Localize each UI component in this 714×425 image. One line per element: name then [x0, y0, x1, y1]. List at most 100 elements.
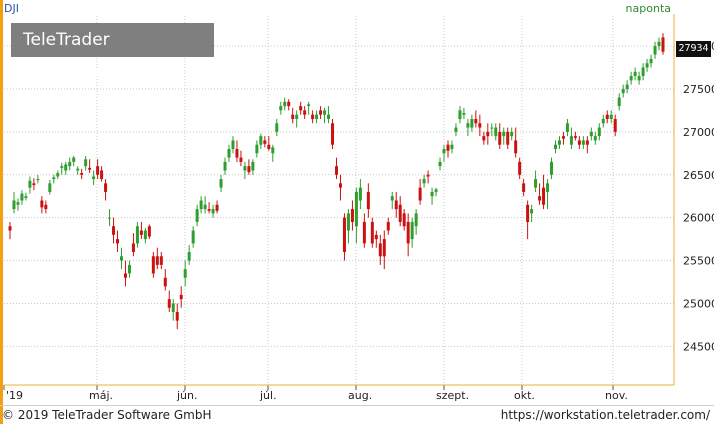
candle-body — [80, 173, 84, 175]
candle-body — [227, 149, 231, 158]
timeframe-label[interactable]: naponta — [625, 2, 671, 15]
x-tick-label: nov. — [605, 389, 628, 402]
candle-body — [259, 136, 263, 145]
candle-body — [486, 131, 490, 137]
candle-body — [350, 209, 354, 222]
candle-body — [147, 226, 151, 237]
candle-body — [44, 204, 48, 210]
candle-body — [494, 127, 498, 137]
candle-body — [255, 144, 259, 154]
x-tick-label: okt. — [514, 389, 535, 402]
candle-body — [291, 114, 295, 119]
candle-body — [8, 226, 12, 231]
candle-body — [52, 177, 56, 180]
candle-body — [163, 277, 167, 287]
candle-body — [653, 46, 657, 55]
candle-body — [116, 239, 120, 244]
candle-body — [577, 140, 581, 145]
y-tick-label: 25000 — [683, 297, 714, 310]
candle-body — [299, 106, 303, 111]
candle-body — [263, 140, 267, 144]
candle-body — [139, 230, 143, 235]
candle-body — [251, 161, 255, 171]
candle-body — [546, 183, 550, 192]
candle-body — [119, 256, 123, 261]
candle-body — [112, 226, 116, 235]
candle-body — [40, 200, 44, 208]
candle-body — [159, 256, 163, 265]
candle-body — [215, 204, 219, 211]
last-price-tag: 27934 — [676, 41, 711, 57]
candle-body — [211, 209, 215, 214]
candle-body — [593, 136, 597, 141]
candle-body — [303, 110, 307, 115]
candle-body — [323, 110, 327, 115]
x-tick-label: aug. — [348, 389, 372, 402]
candle-body — [96, 166, 100, 175]
candle-body — [311, 114, 315, 119]
y-tick-label: 25500 — [683, 255, 714, 268]
candle-body — [438, 161, 442, 167]
candle-body — [478, 123, 482, 128]
x-tick-label: jún. — [176, 389, 198, 402]
candle-body — [553, 144, 557, 150]
candle-body — [557, 140, 561, 145]
candle-body — [100, 170, 104, 180]
candle-body — [183, 269, 187, 278]
candle-body — [530, 209, 534, 214]
candle-body — [231, 140, 235, 150]
candle-body — [374, 234, 378, 240]
candle-body — [550, 161, 554, 175]
candle-body — [462, 112, 466, 115]
candle-body — [76, 168, 80, 171]
candle-body — [490, 127, 494, 129]
candle-body — [506, 131, 510, 145]
x-tick-label: '19 — [6, 389, 23, 402]
candle-body — [319, 110, 323, 115]
candle-body — [28, 180, 32, 188]
candle-body — [235, 149, 239, 158]
x-tick-label: júl. — [259, 389, 277, 402]
candle-body — [68, 161, 72, 167]
candle-body — [470, 118, 474, 128]
candle-body — [247, 166, 251, 173]
candle-body — [446, 144, 450, 151]
candle-body — [378, 243, 382, 257]
candle-body — [179, 294, 183, 300]
candle-body — [195, 209, 199, 222]
candle-body — [36, 179, 40, 181]
footer: © 2019 TeleTrader Software GmbH https://… — [0, 405, 714, 425]
candle-body — [645, 63, 649, 68]
candle-body — [20, 193, 24, 201]
candle-body — [338, 183, 342, 188]
candle-body — [394, 200, 398, 210]
candle-body — [613, 118, 617, 132]
candle-body — [267, 144, 271, 150]
candle-body — [410, 221, 414, 240]
candle-body — [581, 140, 585, 145]
candle-body — [474, 118, 478, 124]
candle-body — [191, 230, 195, 244]
candle-body — [239, 157, 243, 162]
candle-body — [88, 167, 92, 170]
candle-body — [199, 200, 203, 210]
candle-body — [454, 127, 458, 132]
candle-body — [518, 161, 522, 175]
candle-body — [629, 76, 633, 81]
candle-body — [346, 213, 350, 231]
candle-body — [12, 200, 16, 210]
left-accent-bar — [0, 0, 3, 424]
candle-body — [522, 183, 526, 192]
candle-body — [315, 114, 319, 119]
candle-body — [92, 176, 96, 180]
candle-body — [60, 166, 64, 168]
candle-body — [502, 131, 506, 137]
candle-body — [283, 101, 287, 107]
candle-body — [466, 123, 470, 128]
candle-body — [108, 217, 112, 219]
footer-url[interactable]: https://workstation.teletrader.com/ — [500, 408, 710, 422]
candle-body — [295, 114, 299, 119]
candle-body — [187, 251, 191, 261]
candle-body — [605, 114, 609, 119]
candle-body — [243, 166, 247, 171]
